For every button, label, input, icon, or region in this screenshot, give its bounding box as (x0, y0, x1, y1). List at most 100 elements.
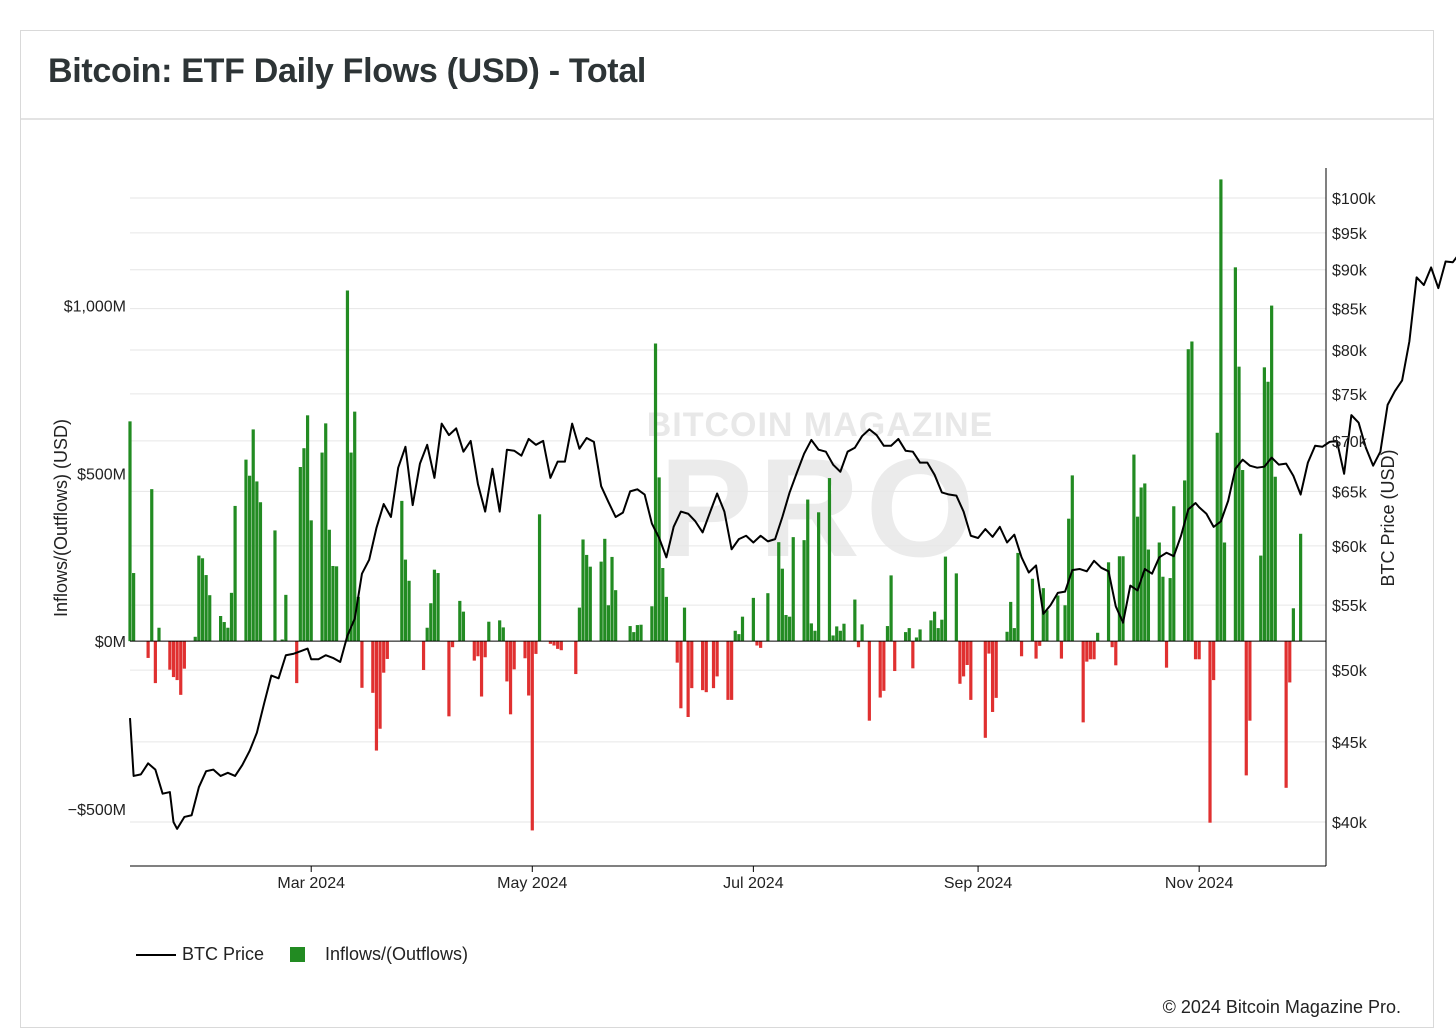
flow-bar (610, 556, 614, 642)
axes: $100k $95k $90k $85k $80k $75k $70k $65k $60k $55… (51, 168, 1398, 892)
flow-bar (523, 641, 527, 659)
flow-bar (730, 641, 734, 700)
flow-bar (831, 635, 835, 642)
flow-bar (606, 605, 610, 642)
flow-bar (1248, 641, 1252, 721)
flow-bar (385, 641, 389, 659)
flow-bar (1212, 641, 1216, 681)
flow-bars (128, 179, 1303, 831)
flow-bar (219, 616, 223, 642)
flow-bar (1215, 432, 1219, 642)
flow-bar (574, 641, 578, 675)
flow-bar (498, 620, 502, 642)
flow-bar (632, 632, 636, 642)
flow-bar (132, 573, 136, 642)
flow-bar (990, 641, 995, 712)
flow-bar (255, 481, 259, 642)
flow-bar (1012, 628, 1016, 642)
flow-bar (400, 500, 404, 642)
legend-flows-label[interactable]: Inflows/(Outflows) (325, 944, 469, 964)
flow-bar (733, 630, 737, 642)
flow-bar (943, 556, 948, 642)
flow-bar (157, 627, 161, 642)
flow-bar (421, 641, 426, 671)
flow-bar (969, 641, 973, 700)
flow-bar (432, 569, 437, 642)
flow-bar (1139, 487, 1143, 642)
flow-bar (751, 597, 755, 642)
flow-bar (1132, 454, 1136, 642)
flow-bar (374, 641, 379, 751)
flow-bar (603, 538, 607, 642)
flow-bar (476, 641, 480, 657)
flow-bar (382, 641, 386, 673)
right-tick-label: $55k (1332, 598, 1368, 615)
flow-bar (1168, 578, 1172, 642)
legend-price-label[interactable]: BTC Price (182, 944, 265, 964)
right-tick-label: $75k (1332, 387, 1368, 404)
flow-bar (233, 505, 237, 642)
flow-bar (429, 603, 433, 642)
legend[interactable]: BTC Price Inflows/(Outflows) (136, 944, 468, 965)
flow-bar (244, 459, 248, 642)
flow-bar (1193, 641, 1198, 660)
flow-bar (200, 558, 205, 642)
flow-bar (1135, 516, 1140, 642)
flow-bar (1241, 470, 1245, 642)
flow-bar (182, 641, 186, 669)
flow-bar (1284, 641, 1288, 788)
flow-bar (614, 590, 618, 642)
right-tick-label: $85k (1332, 302, 1368, 319)
flow-bar (853, 599, 857, 642)
flow-bar (1056, 595, 1060, 642)
flow-bar (208, 595, 212, 642)
flow-bar (1190, 341, 1194, 642)
flow-bar (1121, 556, 1125, 642)
flow-bar (838, 630, 842, 642)
flow-bar (458, 600, 462, 642)
flow-bar (302, 448, 306, 642)
left-tick-label: $500M (77, 466, 126, 483)
flow-bar (711, 641, 716, 689)
flow-bar (1222, 542, 1227, 642)
flow-bar (1266, 381, 1270, 642)
flow-bar (559, 641, 563, 651)
flow-bar (661, 568, 665, 642)
flow-bar (548, 641, 553, 644)
flow-bar (1063, 605, 1067, 642)
flow-bar (324, 423, 328, 642)
flow-bar (907, 628, 911, 642)
flow-bar (258, 502, 263, 642)
flow-bar (737, 634, 741, 642)
flow-bar (1030, 578, 1035, 642)
flow-bar (534, 641, 538, 654)
flow-bar (175, 641, 179, 681)
right-tick-label: $80k (1332, 343, 1368, 360)
flow-bar (425, 627, 429, 642)
flow-bar (918, 629, 922, 642)
flow-bar (479, 641, 484, 697)
flow-bar (197, 555, 201, 642)
flow-bar (1088, 641, 1093, 660)
flow-bar (1096, 632, 1100, 642)
flow-bar (650, 606, 654, 642)
flow-bar (682, 607, 687, 642)
flow-bar (487, 621, 491, 642)
flow-bar (226, 627, 230, 642)
flow-bar (537, 514, 542, 642)
flow-bar (508, 641, 513, 715)
flow-bar (788, 616, 792, 642)
flow-bar (171, 641, 176, 678)
flow-bar (882, 641, 886, 691)
flow-bar (1164, 641, 1169, 668)
flow-bar (835, 626, 839, 642)
flow-bar (889, 575, 893, 642)
flow-bar (407, 580, 411, 642)
right-tick-label: $90k (1332, 263, 1368, 280)
x-tick-label: Mar 2024 (277, 875, 345, 892)
flow-bar (1038, 641, 1042, 646)
flow-bar (447, 641, 451, 717)
flow-bar (378, 641, 382, 729)
flow-bar (903, 632, 908, 642)
flow-bar (780, 568, 784, 642)
